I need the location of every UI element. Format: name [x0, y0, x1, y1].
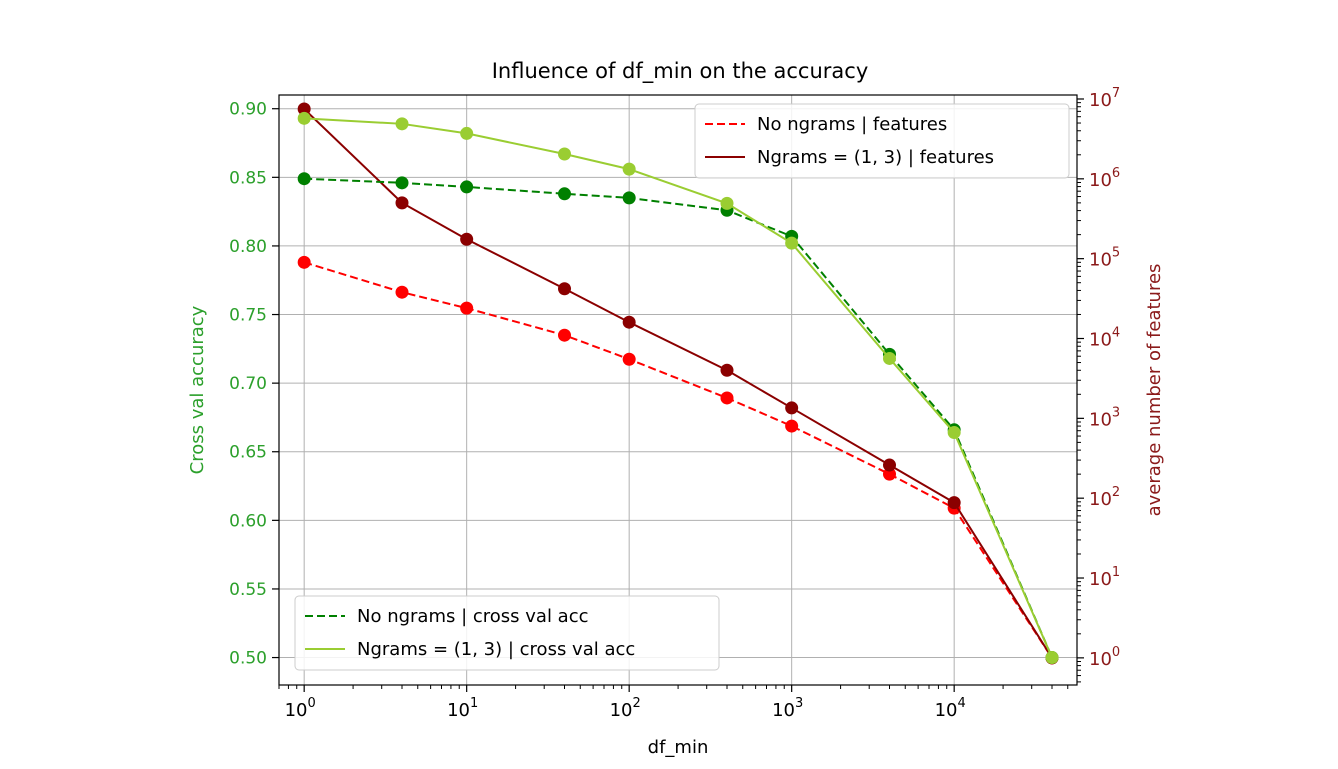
legend-right-label-1: Ngrams = (1, 3) | features — [757, 147, 994, 168]
series-3-point — [297, 102, 311, 116]
series-1-point — [395, 117, 409, 131]
y-left-tick-label-3: 0.65 — [229, 443, 267, 463]
series-1-point — [460, 126, 474, 140]
series-2-point — [622, 352, 636, 366]
series-3-point — [947, 496, 961, 510]
legend-left-label-1: Ngrams = (1, 3) | cross val acc — [357, 639, 635, 660]
series-1-point — [883, 351, 897, 365]
series-2-point — [720, 391, 734, 405]
y-axis-label-left: Cross val accuracy — [187, 305, 208, 474]
y-right-tick-label-5: 105 — [1089, 246, 1120, 271]
series-3-point — [622, 315, 636, 329]
legend-left-box — [294, 595, 720, 671]
y-right-tick-label-4: 104 — [1089, 326, 1120, 351]
x-tick-label-1: 101 — [447, 696, 478, 721]
series-line-2 — [303, 261, 1053, 659]
y-right-tick-label-6: 106 — [1089, 166, 1120, 191]
y-left-tick-label-5: 0.75 — [229, 306, 267, 326]
y-left-tick-label-6: 0.80 — [229, 237, 267, 257]
series-1-point — [720, 196, 734, 210]
series-2-point — [883, 467, 897, 481]
series-1-point — [785, 236, 799, 250]
series-1-point — [622, 162, 636, 176]
x-tick-label-3: 103 — [772, 696, 803, 721]
series-3-point — [785, 401, 799, 415]
y-left-tick-label-4: 0.70 — [229, 374, 267, 394]
y-right-tick-label-0: 100 — [1089, 645, 1120, 670]
series-2-point — [297, 255, 311, 269]
x-tick-label-4: 104 — [935, 696, 966, 721]
series-2-point — [785, 419, 799, 433]
series-0-point — [395, 176, 409, 190]
y-right-tick-label-2: 102 — [1089, 485, 1120, 510]
y-left-tick-label-2: 0.60 — [229, 511, 267, 531]
series-0-point — [297, 172, 311, 186]
y-axis-label-right: average number of features — [1144, 264, 1165, 517]
series-2-point — [558, 328, 572, 342]
y-right-tick-label-1: 101 — [1089, 565, 1120, 590]
series-3-point — [395, 196, 409, 210]
series-3-point — [558, 282, 572, 296]
y-left-tick-label-0: 0.50 — [229, 649, 267, 669]
legend-right-label-0: No ngrams | features — [757, 114, 947, 135]
series-3-point — [883, 458, 897, 472]
x-axis-label: df_min — [648, 737, 709, 758]
legend-right-box — [694, 103, 1070, 179]
y-left-tick-label-8: 0.90 — [229, 100, 267, 120]
chart-title: Influence of df_min on the accuracy — [492, 59, 869, 84]
series-1-point — [297, 111, 311, 125]
legends: No ngrams | features Ngrams = (1, 3) | fe… — [294, 103, 1070, 671]
series-1-point — [1045, 651, 1059, 665]
series-3-point — [720, 363, 734, 377]
series-1-point — [947, 426, 961, 440]
series-line-3 — [303, 108, 1053, 659]
series-layer — [297, 102, 1059, 665]
series-2-point — [395, 285, 409, 299]
series-3-point — [460, 232, 474, 246]
y-left-tick-label-7: 0.85 — [229, 168, 267, 188]
legend-left-label-0: No ngrams | cross val acc — [357, 606, 589, 627]
series-2-point — [460, 301, 474, 315]
series-0-point — [558, 187, 572, 201]
y-left-tick-label-1: 0.55 — [229, 580, 267, 600]
y-right-tick-label-7: 107 — [1089, 86, 1120, 111]
series-1-point — [558, 147, 572, 161]
y-right-tick-label-3: 103 — [1089, 405, 1120, 430]
series-0-point — [622, 191, 636, 205]
series-0-point — [460, 180, 474, 194]
series-line-1 — [304, 117, 1053, 658]
x-tick-label-2: 102 — [610, 696, 641, 721]
series-line-0 — [304, 177, 1053, 658]
x-tick-label-0: 100 — [285, 696, 316, 721]
axes: 100 101 102 103 104 0.50 0.55 0.60 0.65 0.70 0.75 0… — [229, 86, 1120, 721]
